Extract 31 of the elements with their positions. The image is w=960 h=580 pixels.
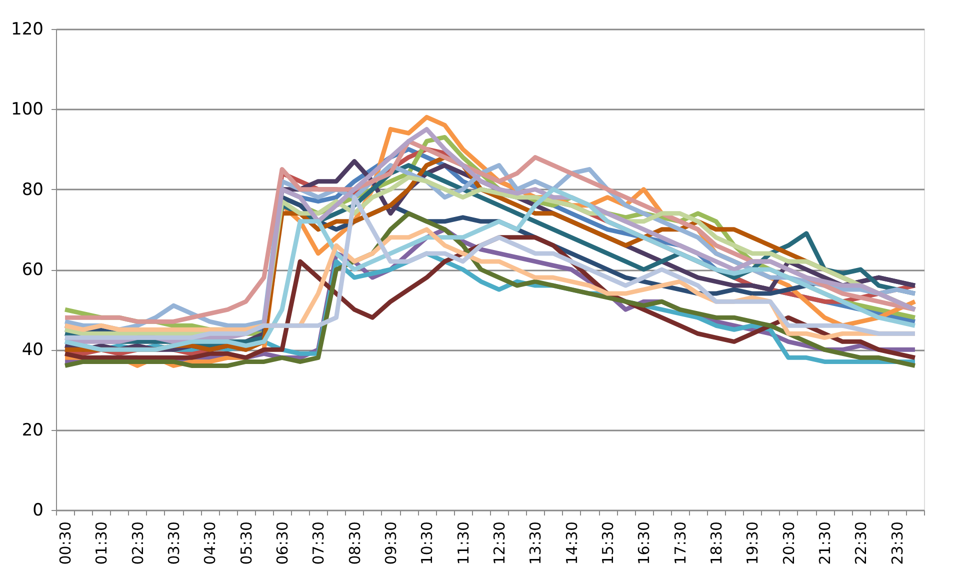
y-tick-label: 40 (22, 340, 44, 360)
x-tick-label: 01:30 (92, 522, 111, 565)
y-tick-label: 120 (11, 20, 44, 40)
x-tick-label: 06:30 (274, 522, 292, 565)
x-tick-label: 00:30 (56, 522, 75, 565)
x-tick-label: 21:30 (816, 522, 834, 565)
x-tick-label: 02:30 (128, 522, 147, 565)
x-tick-label: 17:30 (671, 522, 690, 565)
x-tick-label: 18:30 (708, 522, 726, 565)
x-tick-label: 16:30 (635, 522, 654, 565)
x-tick-label: 20:30 (780, 522, 798, 565)
x-tick-label: 14:30 (562, 522, 581, 565)
x-tick-label: 13:30 (526, 522, 545, 565)
x-tick-label: 23:30 (888, 522, 906, 565)
x-tick-label: 11:30 (454, 522, 472, 565)
x-tick-label: 03:30 (165, 522, 184, 565)
x-tick-label: 07:30 (310, 522, 328, 565)
y-tick-label: 80 (22, 180, 44, 200)
x-tick-label: 08:30 (346, 522, 364, 565)
y-tick-label: 20 (22, 420, 44, 440)
y-tick-label: 100 (11, 100, 44, 120)
x-tick-label: 09:30 (382, 522, 400, 565)
x-tick-label: 15:30 (599, 522, 618, 565)
x-tick-label: 04:30 (201, 522, 220, 565)
y-tick-label: 0 (32, 500, 44, 520)
x-tick-label: 05:30 (237, 522, 256, 565)
y-tick-label: 60 (22, 260, 44, 280)
x-tick-label: 19:30 (744, 522, 762, 565)
x-tick-label: 22:30 (852, 522, 870, 565)
x-tick-label: 12:30 (490, 522, 509, 565)
x-tick-label: 10:30 (418, 522, 436, 565)
